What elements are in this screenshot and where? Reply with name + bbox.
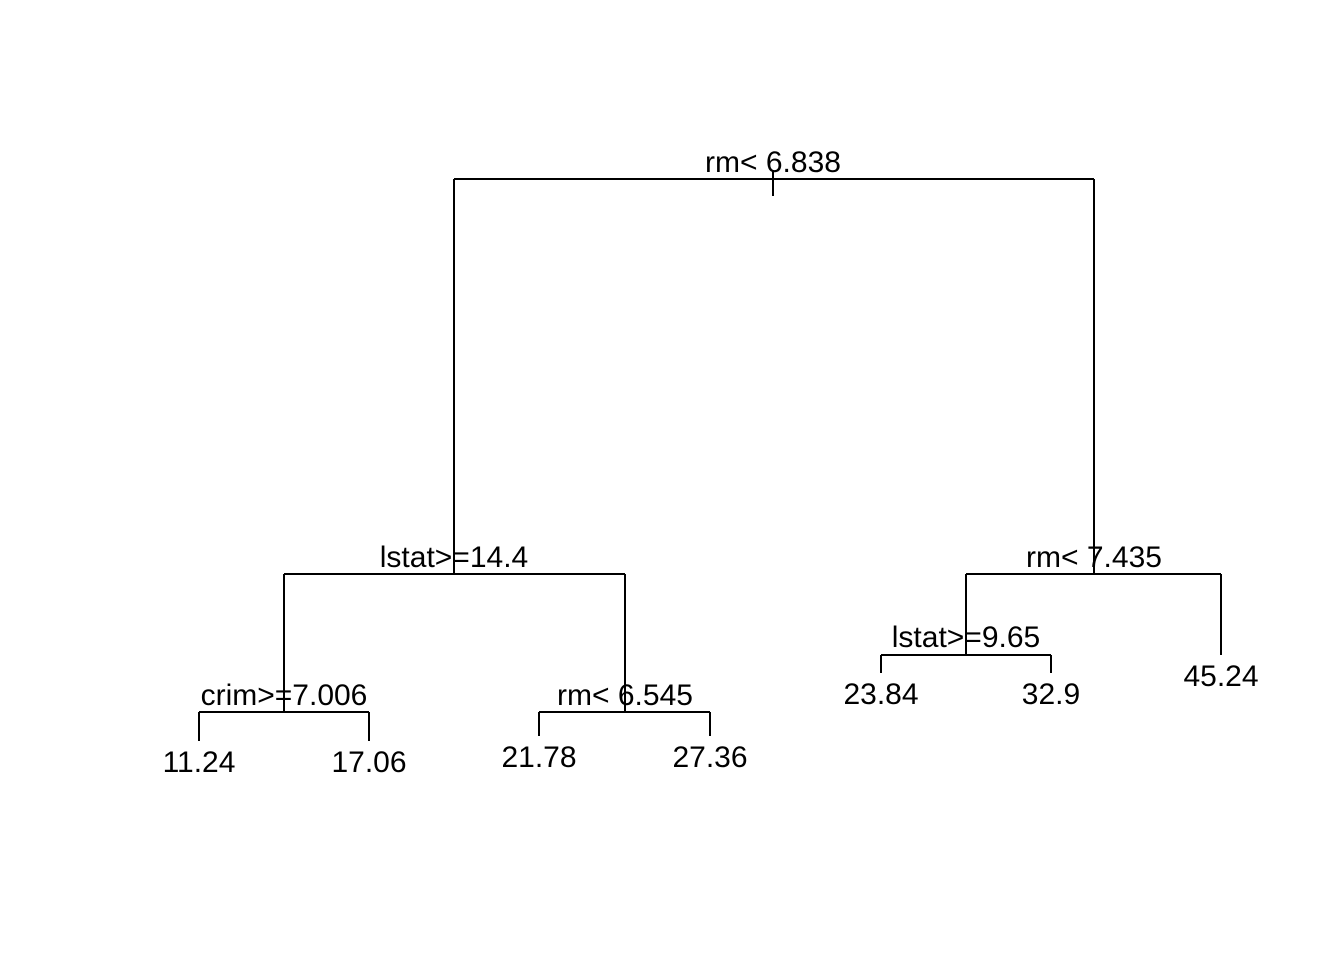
leaf-11-24: 11.24 (163, 746, 236, 779)
lstat-9-65-split-label: lstat>=9.65 (892, 621, 1040, 654)
leaf-45-24: 45.24 (1183, 660, 1258, 693)
rm-6-545-split-label: rm< 6.545 (557, 679, 693, 712)
leaf-21-78: 21.78 (501, 741, 576, 774)
leaf-23-84: 23.84 (843, 678, 918, 711)
leaf-27-36: 27.36 (672, 741, 747, 774)
crim-split-label: crim>=7.006 (201, 679, 368, 712)
rm-7-435-split-label: rm< 7.435 (1026, 541, 1162, 574)
leaf-32-9: 32.9 (1022, 678, 1080, 711)
leaf-17-06: 17.06 (331, 746, 406, 779)
lstat-14-4-split-label: lstat>=14.4 (380, 541, 528, 574)
root-split-label: rm< 6.838 (705, 146, 841, 179)
